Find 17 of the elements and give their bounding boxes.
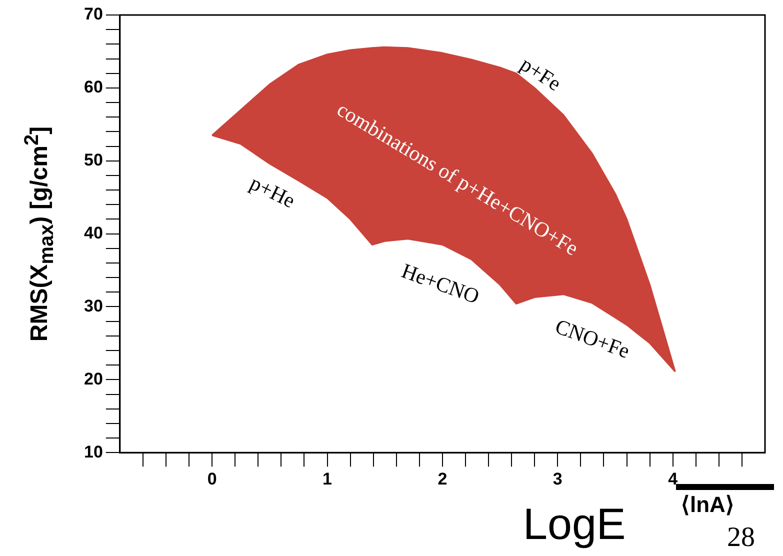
x-axis-title: ⟨lnA⟩ bbox=[681, 492, 734, 518]
x-tick-label: 0 bbox=[207, 469, 217, 488]
x-tick-label: 2 bbox=[438, 469, 448, 488]
y-tick-label: 20 bbox=[84, 369, 103, 388]
annotation: p+Fe bbox=[516, 52, 566, 96]
y-tick-label: 30 bbox=[84, 296, 103, 316]
y-tick-label: 60 bbox=[84, 78, 103, 97]
annotation: p+He bbox=[246, 170, 299, 213]
y-tick-label: 10 bbox=[84, 442, 103, 462]
x-tick-label: 1 bbox=[322, 469, 332, 488]
x-tick-label: 4 bbox=[668, 469, 678, 488]
y-tick-label: 50 bbox=[84, 150, 103, 170]
x-tick-label: 3 bbox=[552, 469, 562, 488]
text: LogE bbox=[523, 500, 626, 550]
y-tick-label: 40 bbox=[84, 223, 103, 242]
y-tick-label: 70 bbox=[84, 4, 103, 24]
text: 28 bbox=[727, 522, 755, 554]
